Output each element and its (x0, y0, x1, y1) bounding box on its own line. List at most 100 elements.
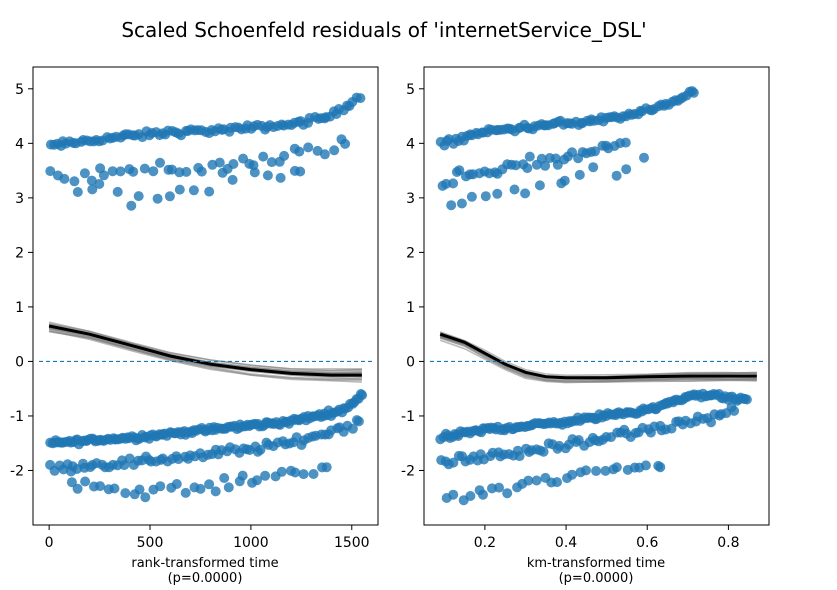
left-residual-point (188, 185, 199, 196)
left-lowess-smooth-line (48, 324, 362, 377)
left-y-tick-label: -2 (10, 463, 24, 479)
left-residual-point (260, 470, 271, 481)
right-y-tick-label: 0 (406, 354, 415, 370)
right-x-tick-label: 0.2 (474, 535, 496, 551)
right-residual-point (522, 163, 533, 174)
right-y-tick-label: 5 (406, 82, 415, 98)
right-y-tick-label: 1 (406, 300, 415, 316)
left-axes-frame (32, 66, 379, 526)
left-residual-point (155, 157, 165, 168)
right-residual-point (514, 451, 525, 462)
left-residual-point (290, 467, 301, 478)
right-smooth-lines (439, 331, 757, 384)
left-residual-point (72, 483, 83, 494)
right-p-value-label: (p=0.0000) (559, 571, 634, 586)
left-residual-point (227, 174, 238, 185)
left-residual-point (298, 469, 309, 480)
left-scatter-points (45, 92, 368, 503)
right-residual-point (688, 87, 699, 98)
left-residual-point (180, 487, 191, 498)
left-panel: 0 500 1000 1500 5 4 3 2 1 0 -1 -2 rank-transformed… (10, 66, 379, 586)
right-y-tick-label: 2 (406, 245, 415, 261)
right-residual-point (456, 198, 467, 209)
right-residual-point (741, 394, 752, 405)
right-x-tick-label: 0.6 (636, 535, 658, 551)
left-y-tick-label: -1 (10, 409, 24, 425)
left-x-tick-label: 1500 (334, 535, 370, 551)
right-y-tick-label: 3 (406, 191, 415, 207)
left-y-tick-label: 4 (15, 136, 24, 152)
right-residual-point (611, 462, 622, 473)
left-residual-point (204, 479, 215, 490)
right-residual-point (591, 466, 602, 476)
right-bootstrap-line (439, 331, 757, 377)
left-y-tick-label: 0 (15, 354, 24, 370)
left-residual-point (120, 488, 131, 499)
left-residual-point (294, 146, 305, 157)
left-residual-point (86, 175, 97, 186)
right-residual-point (706, 417, 716, 428)
left-x-axis-label: rank-transformed time (131, 556, 278, 571)
left-residual-point (171, 479, 182, 489)
left-residual-point (266, 157, 277, 168)
left-residual-point (148, 166, 159, 177)
left-y-tick-label: 5 (15, 82, 24, 98)
left-x-tick-label: 1000 (233, 535, 269, 551)
left-residual-point (59, 173, 70, 184)
left-residual-point (87, 184, 98, 195)
right-residual-point (540, 160, 551, 171)
left-residual-point (258, 151, 269, 162)
right-residual-point (588, 162, 599, 173)
left-residual-point (109, 483, 120, 494)
left-residual-point (340, 138, 351, 149)
left-residual-point (275, 172, 286, 183)
left-residual-point (196, 166, 207, 177)
left-y-tick-label: 2 (15, 245, 24, 261)
left-residual-point (237, 470, 248, 481)
right-y-tick-label: -1 (401, 409, 415, 425)
right-x-axis-label: km-transformed time (527, 556, 665, 571)
right-residual-point (454, 165, 465, 176)
left-residual-point (98, 170, 109, 181)
left-x-tick-label: 500 (137, 535, 164, 551)
right-y-tick-label: -2 (401, 463, 415, 479)
right-y-axis-ticks: 5 4 3 2 1 0 -1 -2 (401, 82, 424, 479)
left-residual-point (321, 462, 332, 473)
left-residual-point (69, 176, 80, 187)
right-residual-point (523, 475, 534, 486)
left-residual-point (195, 483, 206, 494)
right-y-tick-label: 4 (406, 136, 415, 152)
left-residual-point (181, 166, 192, 177)
left-x-axis-ticks: 0 500 1000 1500 (45, 525, 370, 551)
right-residual-point (509, 184, 520, 195)
left-smooth-lines (48, 321, 362, 383)
right-x-axis-ticks: 0.2 0.4 0.6 0.8 (474, 525, 740, 551)
right-residual-point (655, 462, 666, 473)
left-residual-point (94, 179, 105, 189)
right-residual-point (531, 475, 542, 486)
right-residual-point (448, 457, 459, 468)
right-residual-point (590, 146, 600, 157)
right-residual-point (611, 170, 622, 181)
left-residual-point (140, 492, 151, 503)
left-residual-point (347, 423, 358, 434)
left-residual-point (126, 200, 137, 211)
left-residual-point (303, 142, 314, 153)
left-p-value-label: (p=0.0000) (168, 571, 243, 586)
right-residual-point (620, 137, 631, 148)
right-residual-point (574, 169, 585, 180)
left-residual-point (210, 486, 221, 497)
right-residual-point (600, 465, 611, 476)
left-residual-point (357, 390, 368, 401)
right-residual-point (448, 178, 459, 189)
left-residual-point (155, 481, 166, 492)
left-residual-point (80, 476, 91, 487)
right-residual-point (640, 460, 651, 471)
right-lowess-smooth-line (439, 332, 757, 380)
left-y-tick-label: 3 (15, 191, 24, 207)
left-residual-point (66, 477, 77, 488)
left-residual-point (95, 481, 106, 492)
right-residual-point (478, 489, 488, 500)
left-residual-point (255, 444, 266, 455)
